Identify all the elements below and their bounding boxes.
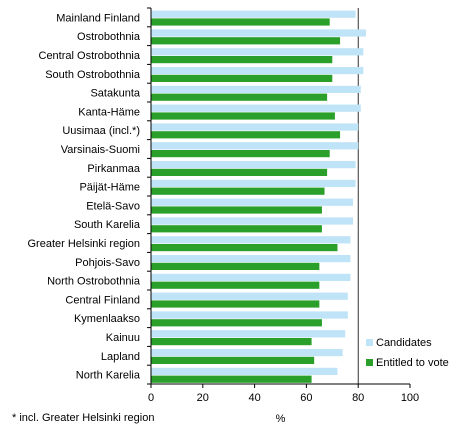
bar-candidates (151, 85, 361, 93)
x-tick-label: 60 (300, 392, 312, 404)
x-axis-title: % (276, 413, 286, 425)
bar-candidates (151, 104, 361, 112)
bar-entitled-to-vote (151, 37, 341, 45)
legend: Candidates Entitled to vote (366, 337, 449, 369)
category-label: Ostrobothnia (77, 31, 141, 43)
bar-candidates (151, 255, 351, 263)
category-label: Kanta-Häme (78, 106, 140, 118)
bar-candidates (151, 236, 351, 244)
plot-area (151, 8, 366, 384)
bar-entitled-to-vote (151, 375, 312, 383)
legend-swatch (366, 339, 373, 346)
bar-entitled-to-vote (151, 338, 312, 346)
category-label: Kainuu (106, 332, 140, 344)
bar-entitled-to-vote (151, 187, 325, 195)
category-label: Päijät-Häme (79, 182, 140, 194)
category-label: Pirkanmaa (87, 163, 140, 175)
x-tick-label: 40 (248, 392, 260, 404)
footnote: * incl. Greater Helsinki region (12, 412, 154, 424)
bar-entitled-to-vote (151, 131, 341, 139)
bar-entitled-to-vote (151, 168, 328, 176)
category-label: Satakunta (90, 88, 140, 100)
bar-candidates (151, 292, 348, 300)
bar-entitled-to-vote (151, 112, 335, 120)
category-label: South Ostrobothnia (45, 69, 141, 81)
category-label: Etelä-Savo (86, 200, 140, 212)
category-label: North Karelia (76, 370, 141, 382)
legend-swatch (366, 359, 373, 366)
category-label: Pohjois-Savo (75, 257, 140, 269)
bar-entitled-to-vote (151, 150, 330, 158)
bar-candidates (151, 142, 359, 150)
bar-candidates (151, 48, 364, 56)
bar-candidates (151, 311, 348, 319)
bar-entitled-to-vote (151, 56, 333, 64)
bar-entitled-to-vote (151, 18, 330, 26)
x-axis: 0 20 40 60 80 100 (147, 7, 419, 404)
category-label: South Karelia (74, 219, 141, 231)
bar-entitled-to-vote (151, 300, 320, 308)
bar-candidates (151, 198, 354, 206)
bar-candidates (151, 10, 356, 18)
category-label: North Ostrobothnia (47, 276, 141, 288)
bar-entitled-to-vote (151, 206, 322, 214)
bar-entitled-to-vote (151, 319, 322, 327)
bar-candidates (151, 29, 366, 37)
bar-entitled-to-vote (151, 225, 322, 233)
category-label: Kymenlaakso (74, 313, 140, 325)
category-label: Uusimaa (incl.*) (62, 125, 140, 137)
bar-entitled-to-vote (151, 356, 315, 364)
x-tick-label: 80 (352, 392, 364, 404)
bar-candidates (151, 217, 354, 225)
category-label: Central Finland (65, 294, 140, 306)
bar-candidates (151, 349, 343, 357)
category-label: Mainland Finland (56, 12, 140, 24)
bar-candidates (151, 367, 338, 375)
bar-candidates (151, 161, 356, 169)
legend-label: Entitled to vote (376, 357, 449, 369)
category-labels: Mainland Finland Ostrobothnia Central Ostr… (28, 12, 141, 381)
bar-candidates (151, 330, 346, 338)
bar-entitled-to-vote (151, 262, 320, 270)
category-label: Lapland (101, 351, 140, 363)
bar-entitled-to-vote (151, 281, 320, 289)
bar-candidates (151, 67, 364, 75)
x-tick-label: 100 (401, 392, 419, 404)
bar-entitled-to-vote (151, 93, 328, 101)
bar-candidates (151, 179, 356, 187)
bar-entitled-to-vote (151, 244, 338, 252)
category-label: Varsinais-Suomi (61, 144, 140, 156)
bar-candidates (151, 123, 359, 131)
bar-candidates (151, 273, 351, 281)
category-label: Greater Helsinki region (28, 238, 141, 250)
x-tick-label: 20 (197, 392, 209, 404)
category-label: Central Ostrobothnia (39, 50, 141, 62)
legend-label: Candidates (376, 337, 432, 349)
bar-entitled-to-vote (151, 74, 333, 82)
x-tick-label: 0 (148, 392, 154, 404)
